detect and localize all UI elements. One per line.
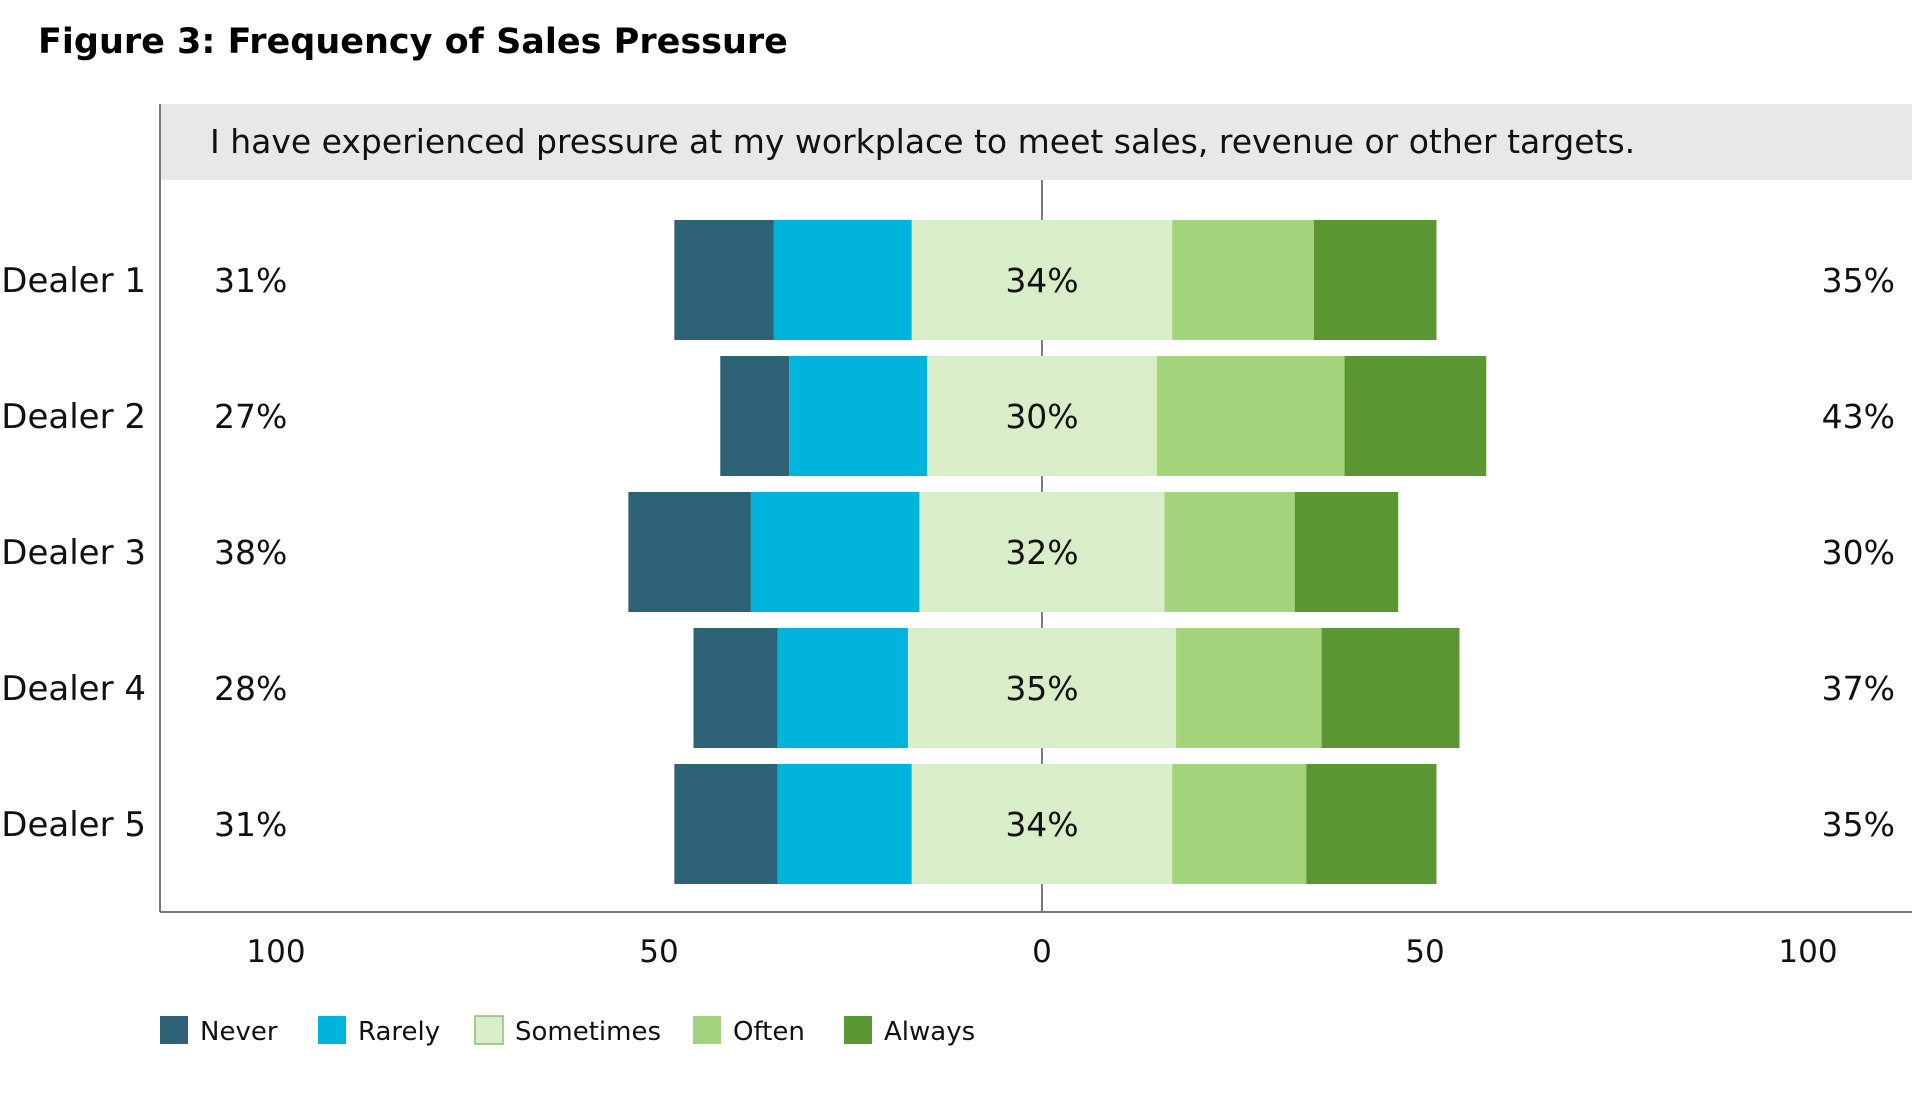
left-percent-label: 28% (214, 669, 287, 708)
bar-sometimes-2 (927, 356, 1157, 476)
bar-always-1 (1313, 220, 1437, 340)
category-label: Dealer 3 (1, 533, 146, 573)
bar-sometimes-5 (911, 764, 1173, 884)
right-percent-label: 35% (1822, 261, 1895, 300)
left-percent-label: 31% (214, 805, 287, 844)
center-percent-label: 34% (1005, 261, 1078, 300)
legend-swatch-sometimes (474, 1015, 504, 1045)
question-band (160, 104, 1912, 180)
bar-sometimes-4 (907, 628, 1177, 748)
category-label: Dealer 2 (1, 397, 146, 437)
x-tick-label: 50 (639, 934, 678, 970)
center-percent-label: 30% (1005, 397, 1078, 436)
right-percent-label: 37% (1822, 669, 1895, 708)
x-tick-label: 50 (1405, 934, 1444, 970)
category-label: Dealer 5 (1, 805, 146, 845)
bar-often-2 (1156, 356, 1345, 476)
bar-never-3 (628, 492, 751, 612)
legend-label-rarely: Rarely (358, 1017, 440, 1047)
legend-label-sometimes: Sometimes (515, 1017, 661, 1047)
legend-label-never: Never (200, 1017, 278, 1047)
bar-rarely-4 (777, 628, 908, 748)
right-percent-label: 35% (1822, 805, 1895, 844)
bar-never-5 (674, 764, 778, 884)
category-label: Dealer 4 (1, 669, 146, 709)
left-percent-label: 38% (214, 533, 287, 572)
x-tick-label: 100 (246, 934, 305, 970)
bar-rarely-3 (750, 492, 920, 612)
right-percent-label: 30% (1822, 533, 1895, 572)
bar-rarely-5 (777, 764, 912, 884)
bar-often-4 (1176, 628, 1322, 748)
question-text: I have experienced pressure at my workpl… (210, 122, 1635, 161)
bar-often-1 (1172, 220, 1314, 340)
bar-rarely-1 (773, 220, 912, 340)
right-percent-label: 43% (1822, 397, 1895, 436)
bar-sometimes-1 (911, 220, 1173, 340)
x-tick-label: 0 (1032, 934, 1052, 970)
center-percent-label: 34% (1005, 805, 1078, 844)
left-percent-label: 27% (214, 397, 287, 436)
x-tick-label: 100 (1778, 934, 1837, 970)
center-percent-label: 35% (1005, 669, 1078, 708)
legend-label-often: Often (733, 1017, 805, 1047)
bar-never-4 (693, 628, 778, 748)
legend-label-always: Always (884, 1017, 975, 1047)
bar-always-4 (1321, 628, 1460, 748)
center-percent-label: 32% (1005, 533, 1078, 572)
bar-never-2 (720, 356, 790, 476)
legend-swatch-always (844, 1016, 872, 1044)
bar-never-1 (674, 220, 774, 340)
legend-swatch-often (693, 1016, 721, 1044)
figure-title: Figure 3: Frequency of Sales Pressure (38, 22, 788, 62)
legend-swatch-never (160, 1016, 188, 1044)
bar-always-5 (1306, 764, 1437, 884)
left-percent-label: 31% (214, 261, 287, 300)
bar-often-5 (1172, 764, 1307, 884)
legend-swatch-rarely (318, 1016, 346, 1044)
bar-rarely-2 (789, 356, 928, 476)
bar-often-3 (1164, 492, 1295, 612)
category-label: Dealer 1 (1, 261, 146, 301)
bar-always-2 (1344, 356, 1487, 476)
bar-sometimes-3 (919, 492, 1165, 612)
bar-always-3 (1294, 492, 1399, 612)
